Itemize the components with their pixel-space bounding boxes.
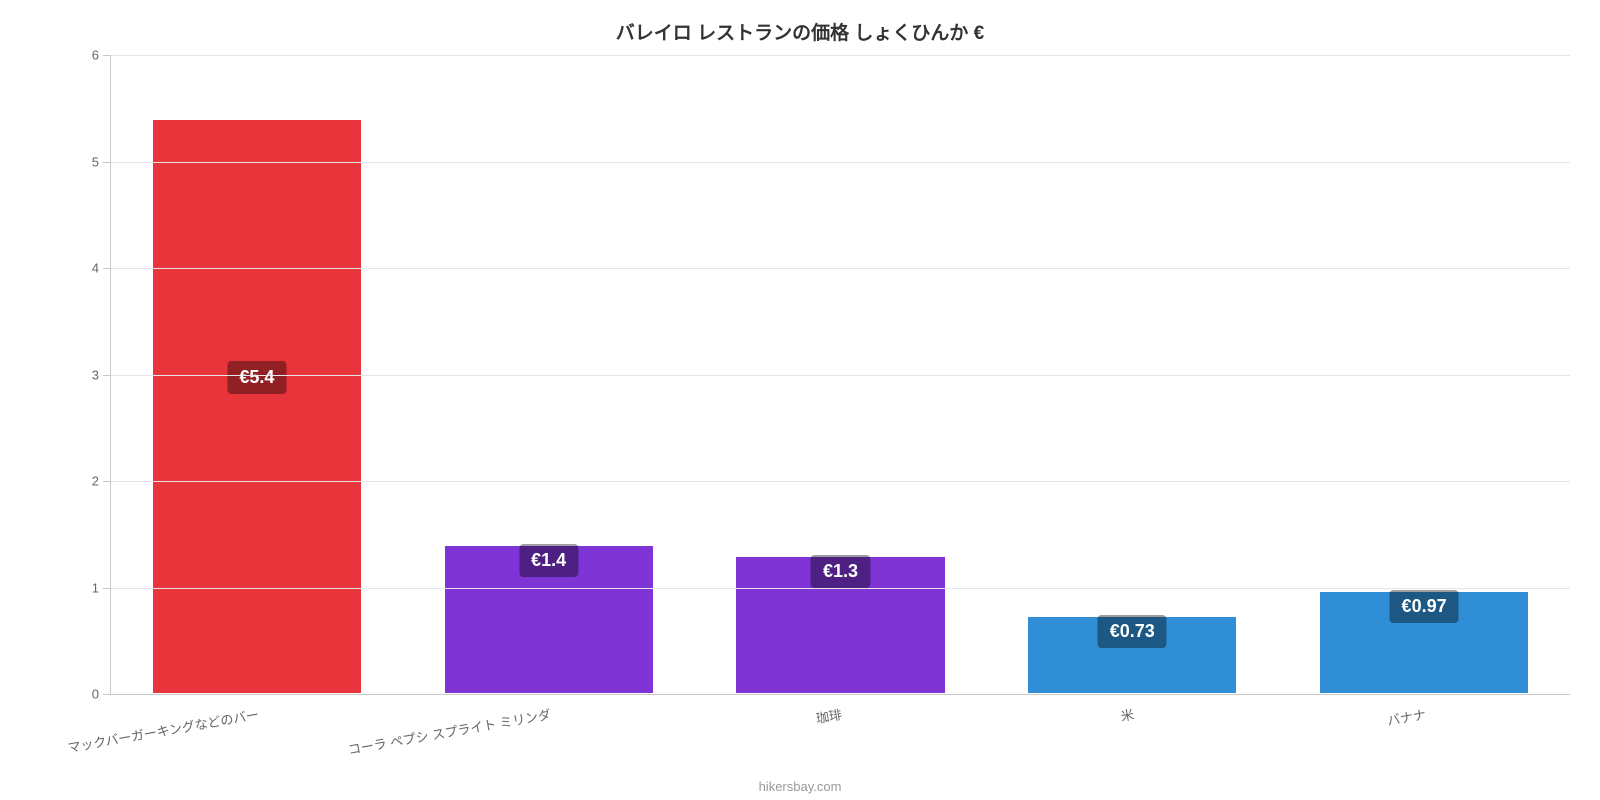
value-badge: €0.97: [1390, 590, 1459, 623]
grid-line: [111, 268, 1570, 269]
y-tick: [103, 588, 111, 589]
x-axis-label: 珈琲: [840, 699, 869, 722]
y-axis-label: 5: [92, 154, 99, 169]
y-axis-label: 6: [92, 48, 99, 63]
bar: €1.4: [444, 545, 654, 694]
grid-line: [111, 375, 1570, 376]
grid-line: [111, 162, 1570, 163]
bar: €0.97: [1319, 591, 1529, 694]
value-badge: €0.73: [1098, 615, 1167, 648]
value-badge: €1.4: [519, 544, 578, 577]
bar: €1.3: [735, 556, 945, 694]
grid-line: [111, 481, 1570, 482]
chart-title: バレイロ レストランの価格 しょくひんか €: [0, 0, 1600, 53]
y-axis-label: 0: [92, 687, 99, 702]
grid-line: [111, 55, 1570, 56]
value-badge: €1.3: [811, 555, 870, 588]
y-tick: [103, 375, 111, 376]
y-tick: [103, 694, 111, 695]
x-axis-label: 米: [1132, 702, 1148, 723]
chart-container: €5.4マックバーガーキングなどのバー€1.4コーラ ペプシ スプライト ミリン…: [80, 55, 1570, 715]
y-tick: [103, 481, 111, 482]
x-axis-label: バナナ: [1424, 697, 1466, 722]
y-axis-label: 4: [92, 261, 99, 276]
y-axis-label: 2: [92, 474, 99, 489]
bar: €5.4: [152, 119, 362, 694]
value-badge: €5.4: [227, 361, 286, 394]
y-tick: [103, 268, 111, 269]
y-axis-label: 1: [92, 580, 99, 595]
y-tick: [103, 55, 111, 56]
plot-area: €5.4マックバーガーキングなどのバー€1.4コーラ ペプシ スプライト ミリン…: [110, 55, 1570, 695]
bar: €0.73: [1027, 616, 1237, 694]
attribution-text: hikersbay.com: [0, 779, 1600, 794]
grid-line: [111, 588, 1570, 589]
y-axis-label: 3: [92, 367, 99, 382]
y-tick: [103, 162, 111, 163]
